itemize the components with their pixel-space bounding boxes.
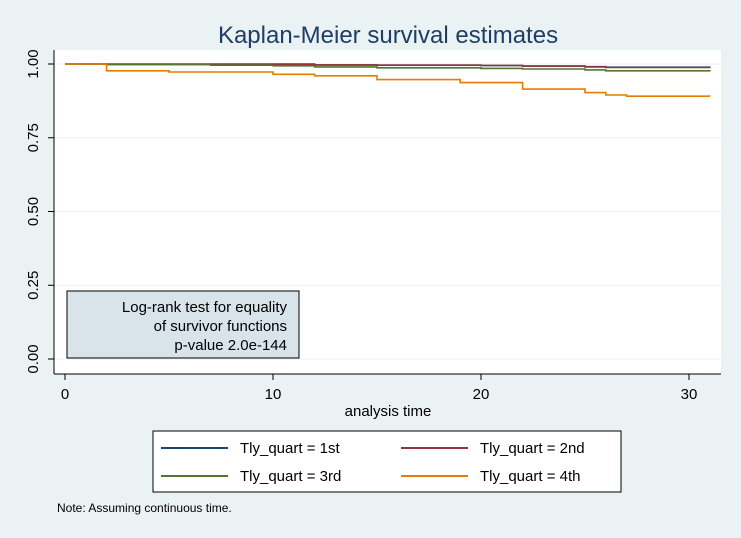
y-tick-label: 0.50 <box>25 197 42 226</box>
annotation-line-2: of survivor functions <box>154 318 287 335</box>
survival-curve-4 <box>65 63 711 97</box>
survival-curve-3 <box>65 63 711 72</box>
chart-title: Kaplan-Meier survival estimates <box>218 22 558 49</box>
y-tick-label: 0.00 <box>25 344 42 373</box>
x-tick-label: 30 <box>681 386 698 403</box>
x-tick-label: 10 <box>265 386 282 403</box>
annotation-box <box>66 290 300 359</box>
series-layer <box>65 63 711 97</box>
logrank-annotation: Log-rank test for equality of survivor f… <box>66 290 300 359</box>
legend-label-2: Tly_quart = 2nd <box>480 440 585 457</box>
x-tick-label: 20 <box>473 386 490 403</box>
x-axis-label: analysis time <box>345 403 432 420</box>
y-tick-label: 1.00 <box>25 49 42 78</box>
legend-label-3: Tly_quart = 3rd <box>240 468 341 485</box>
y-tick-label: 0.25 <box>25 271 42 300</box>
legend-label-4: Tly_quart = 4th <box>480 468 580 485</box>
axis-layer: 0.00 0.25 0.50 0.75 1.00 0 10 20 30 <box>25 49 697 403</box>
annotation-line-1: Log-rank test for equality <box>122 299 288 316</box>
chart-note: Note: Assuming continuous time. <box>57 501 232 515</box>
annotation-line-3: p-value 2.0e-144 <box>174 337 287 354</box>
survival-curve-2 <box>65 63 711 69</box>
legend: Tly_quart = 1st Tly_quart = 2nd Tly_quart … <box>161 440 585 485</box>
x-tick-label: 0 <box>61 386 69 403</box>
legend-label-1: Tly_quart = 1st <box>240 440 340 457</box>
y-tick-label: 0.75 <box>25 123 42 152</box>
legend-box <box>152 430 622 493</box>
